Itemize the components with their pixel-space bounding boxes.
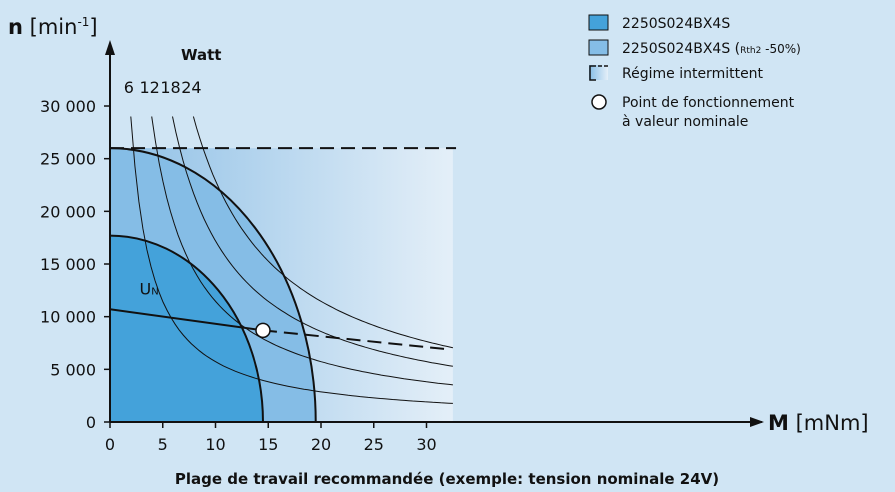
legend-item-intermittent: Régime intermittent xyxy=(622,66,764,82)
power-label-24: 24 xyxy=(181,78,201,97)
continuous-rth-boundary xyxy=(109,147,317,423)
legend-swatch-intermittent-border xyxy=(589,65,596,81)
legend-item-operating-point-2: à valeur nominale xyxy=(622,114,748,130)
un-line-solid xyxy=(109,308,264,332)
power-curve-24 xyxy=(192,116,454,349)
y-tick-label: 30 000 xyxy=(40,97,96,116)
x-axis-title: M [mNm] xyxy=(768,411,869,435)
power-label-6: 6 xyxy=(124,78,134,97)
legend-swatch-intermittent xyxy=(589,65,608,80)
y-tick-label: 0 xyxy=(86,413,96,432)
y-tick-label: 25 000 xyxy=(40,150,96,169)
y-tick-label: 5 000 xyxy=(50,360,96,379)
power-label-12: 12 xyxy=(140,78,160,97)
legend-operating-point-icon xyxy=(591,94,607,110)
continuous-region xyxy=(110,235,263,422)
legend-swatch-continuous xyxy=(588,14,609,31)
chart-title: Plage de travail recommandée (exemple: t… xyxy=(175,470,719,488)
legend-swatch-continuous-rth xyxy=(588,39,609,56)
power-curve-18 xyxy=(172,116,453,367)
y-ticks: 0 5 000 10 000 15 000 20 000 25 000 30 000 xyxy=(40,97,110,432)
operating-point-marker xyxy=(255,322,271,339)
legend-item-continuous-rth: 2250S024BX4S (Rth2 -50%) xyxy=(622,41,801,57)
y-tick-label: 20 000 xyxy=(40,202,96,221)
x-tick-label: 20 xyxy=(311,435,331,454)
x-tick-label: 0 xyxy=(105,435,115,454)
un-line-dashed xyxy=(262,329,449,351)
x-ticks: 0 5 10 15 20 25 30 xyxy=(105,422,437,454)
power-curve-12 xyxy=(151,116,453,386)
power-label-18: 18 xyxy=(160,78,180,97)
x-tick-label: 10 xyxy=(205,435,225,454)
y-tick-label: 10 000 xyxy=(40,308,96,327)
legend-item-continuous: 2250S024BX4S xyxy=(622,16,730,32)
y-axis-arrow-icon xyxy=(105,40,115,55)
un-label: UN xyxy=(140,280,159,299)
power-curves xyxy=(130,116,454,404)
y-axis-title: n [min-1] xyxy=(8,15,98,39)
continuous-boundary xyxy=(109,234,264,423)
legend: 2250S024BX4S 2250S024BX4S (Rth2 -50%) Ré… xyxy=(588,14,801,130)
x-tick-label: 25 xyxy=(364,435,384,454)
x-tick-label: 30 xyxy=(416,435,436,454)
x-axis-arrow-icon xyxy=(750,417,764,427)
y-tick-label: 15 000 xyxy=(40,255,96,274)
x-tick-label: 5 xyxy=(158,435,168,454)
power-title: Watt xyxy=(181,46,221,64)
legend-item-operating-point: Point de fonctionnement xyxy=(622,95,795,111)
x-tick-label: 15 xyxy=(258,435,278,454)
power-curve-6 xyxy=(130,116,453,404)
power-labels: 6 12 18 24 xyxy=(124,78,202,97)
